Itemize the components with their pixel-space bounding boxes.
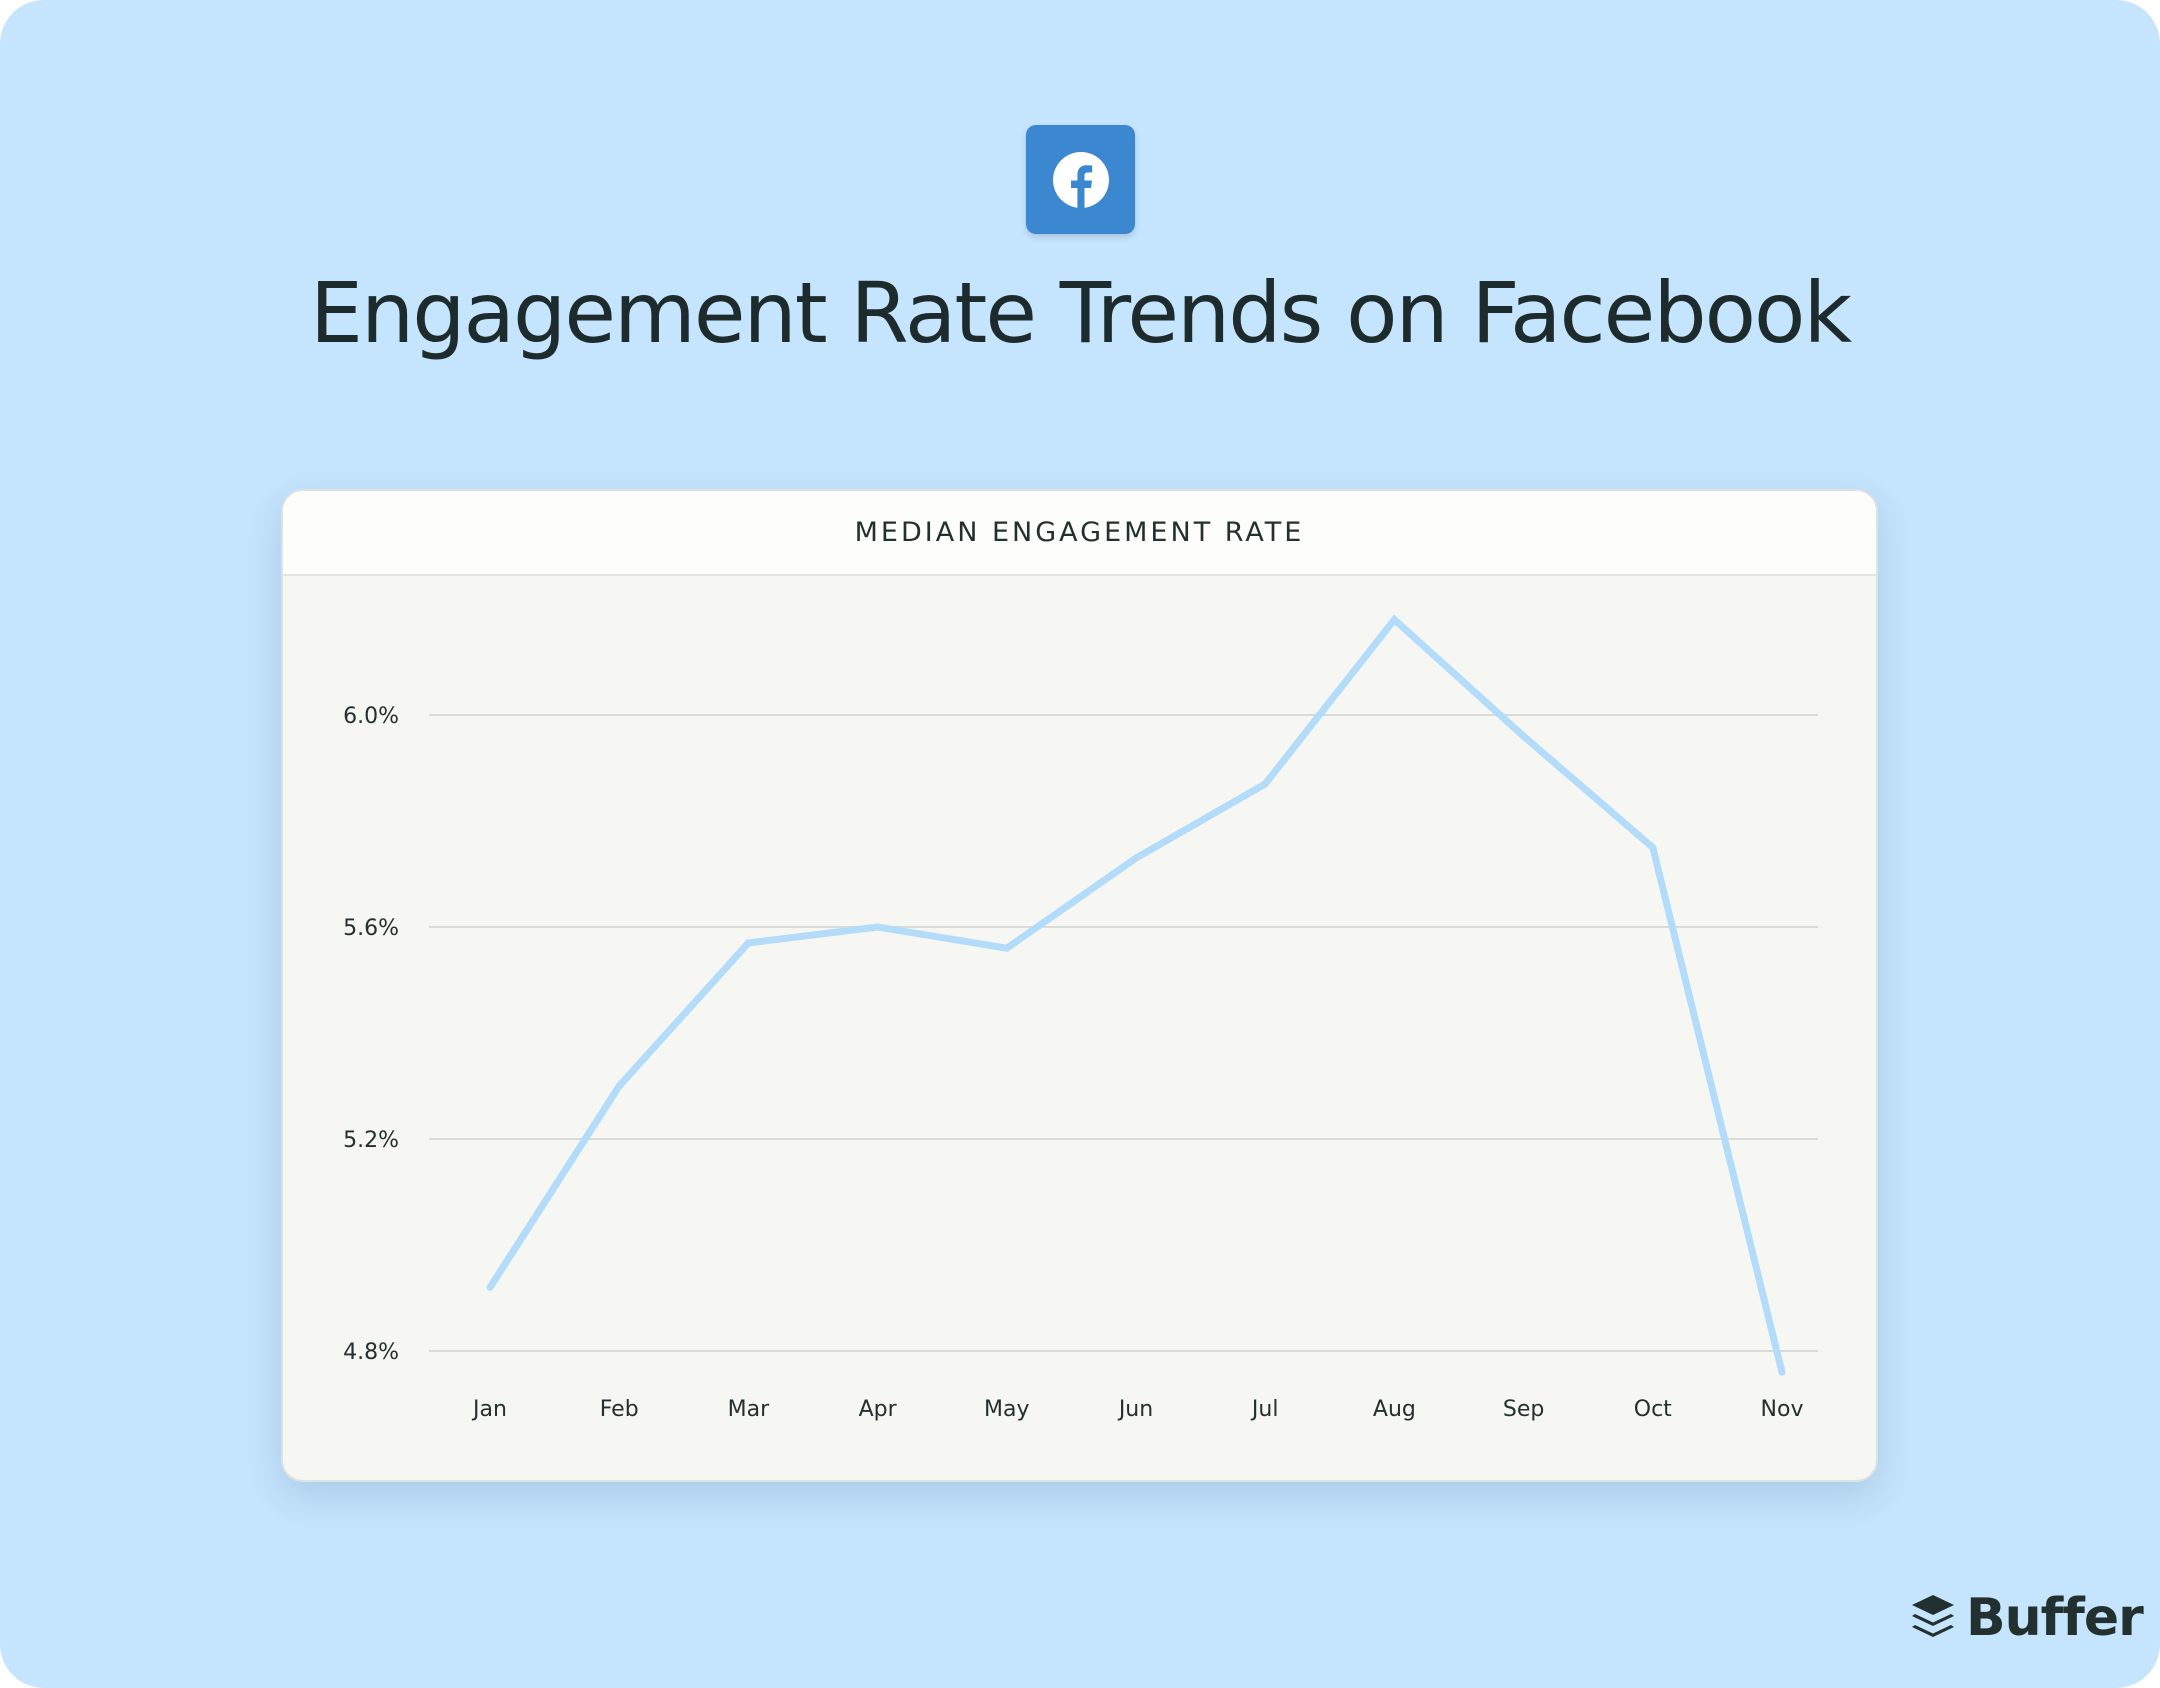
y-tick-label: 5.6% <box>343 916 399 941</box>
x-tick-label: Mar <box>728 1397 770 1422</box>
y-tick-label: 4.8% <box>343 1340 399 1365</box>
y-tick-label: 6.0% <box>343 704 399 729</box>
data-point <box>1649 844 1657 851</box>
y-tick-label: 5.2% <box>343 1128 399 1153</box>
data-point <box>1003 944 1011 952</box>
x-tick-label: Aug <box>1373 1397 1416 1422</box>
line-chart: 4.8% 5.2% 5.6% 6.0% Jan Feb Mar Apr May Jun Jul Aug… <box>343 614 1818 1422</box>
buffer-logo-icon <box>1912 1595 1954 1637</box>
x-tick-label: Sep <box>1503 1397 1544 1422</box>
data-point <box>874 923 882 931</box>
x-tick-label: Jun <box>1117 1397 1153 1422</box>
data-point <box>1132 854 1140 862</box>
facebook-icon <box>1052 151 1109 209</box>
chart-card: MEDIAN ENGAGEMENT RATE 4.8% 5.2% 5.6% 6.0% J… <box>281 489 1878 1482</box>
data-point <box>486 1283 494 1291</box>
data-point <box>1520 732 1528 740</box>
x-tick-label: Feb <box>600 1397 639 1422</box>
series-line <box>487 614 1786 1374</box>
x-tick-label: Nov <box>1761 1397 1804 1422</box>
x-tick-label: Jan <box>471 1397 507 1422</box>
data-point <box>1261 780 1269 788</box>
data-point <box>615 1082 623 1090</box>
chart-title: MEDIAN ENGAGEMENT RATE <box>854 517 1305 548</box>
data-point <box>744 939 752 947</box>
buffer-brand: Buffer <box>1910 1588 2144 1648</box>
x-tick-label: May <box>984 1397 1029 1422</box>
data-point <box>1390 616 1398 624</box>
x-tick-label: Jul <box>1250 1397 1279 1422</box>
facebook-badge <box>1026 125 1135 234</box>
page-title: Engagement Rate Trends on Facebook <box>309 264 1852 362</box>
data-point <box>1778 1368 1786 1376</box>
chart-card-header: MEDIAN ENGAGEMENT RATE <box>283 491 1876 576</box>
x-tick-label: Apr <box>859 1397 898 1422</box>
brand-name: Buffer <box>1966 1588 2144 1648</box>
x-tick-label: Oct <box>1634 1397 1672 1422</box>
